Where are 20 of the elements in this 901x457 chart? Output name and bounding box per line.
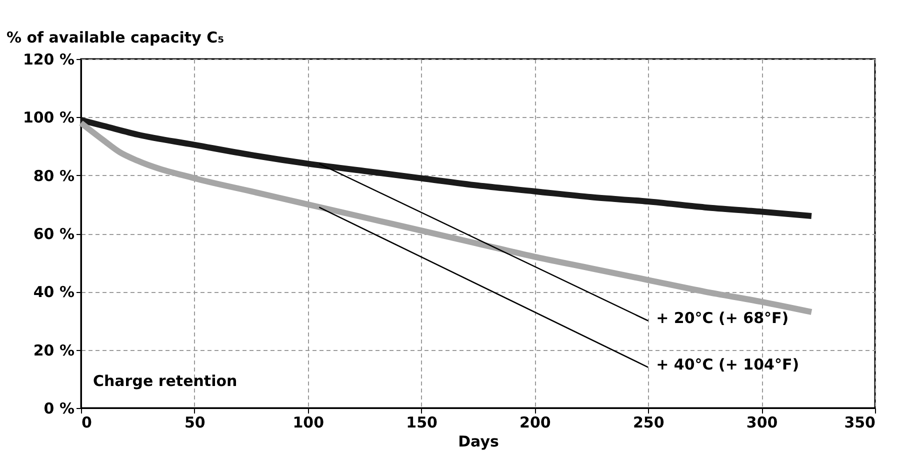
x-tick-label: 200	[520, 414, 551, 432]
x-tick-label: 50	[184, 414, 206, 432]
x-tick-label: 150	[406, 414, 438, 432]
annotation: Charge retention	[93, 372, 238, 390]
annotation: + 20°C (+ 68°F)	[656, 308, 789, 327]
y-tick-label: 80 %	[33, 166, 74, 185]
y-axis-title: % of available capacity C₅	[6, 28, 224, 46]
x-tick-label: 300	[746, 414, 778, 432]
y-tick-label: 100 %	[22, 108, 74, 127]
annotation: + 40°C (+ 104°F)	[656, 355, 800, 374]
y-tick-label: 40 %	[33, 283, 74, 302]
x-tick-label: 250	[632, 414, 664, 432]
y-tick-label: 120 %	[22, 50, 74, 68]
x-tick-label: 100	[292, 414, 324, 432]
y-tick-label: 0 %	[44, 400, 74, 418]
x-axis-title: Days	[458, 432, 499, 450]
y-tick-label: 60 %	[33, 225, 74, 243]
x-tick-label: 0	[82, 414, 92, 432]
x-tick-label: 350	[844, 414, 876, 432]
y-tick-label: 20 %	[33, 341, 74, 360]
